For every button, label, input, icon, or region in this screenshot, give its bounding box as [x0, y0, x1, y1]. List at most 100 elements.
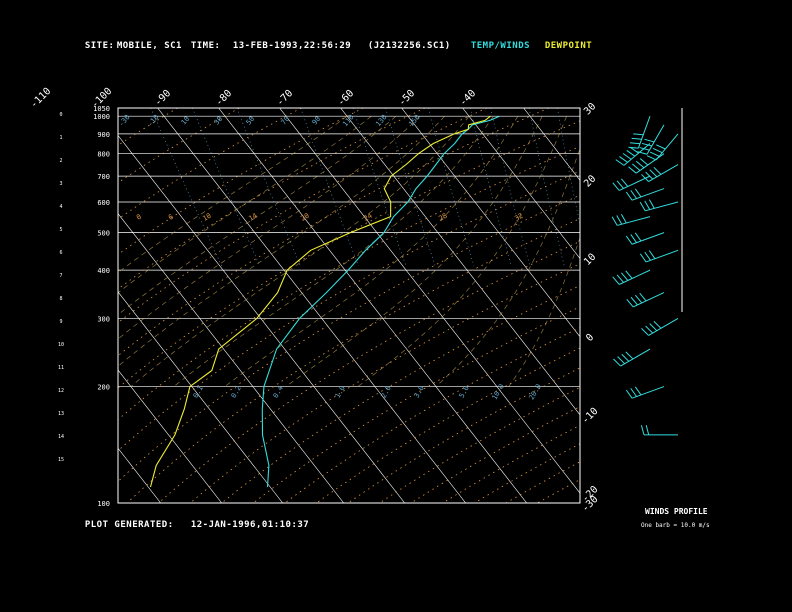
mixing-ratio-line	[300, 108, 359, 267]
height-tick-label: 4	[59, 204, 62, 210]
mixing-ratio-line	[236, 108, 301, 267]
height-tick-label: 7	[59, 273, 62, 279]
wind-barb-flag	[625, 351, 634, 360]
wind-barb-flag	[639, 253, 647, 263]
dry-adiabat-line	[474, 443, 580, 503]
isotherm-line	[707, 108, 792, 503]
isobar-label: 600	[97, 199, 110, 207]
wind-barb-staff	[646, 124, 665, 155]
isotherm-top-label: -40	[458, 88, 479, 109]
height-tick-label: 15	[58, 457, 64, 463]
wind-barb-flag	[653, 320, 662, 329]
isotherm-line	[157, 108, 466, 503]
wind-barb-flag	[616, 180, 624, 189]
moist-adiabat-label: 32	[513, 212, 524, 223]
moist-adiabat-label: 10	[201, 212, 212, 223]
isotherm-line	[523, 108, 580, 181]
isobar-label: 500	[97, 230, 110, 238]
isotherm-right-label: -10	[580, 406, 601, 427]
height-tick-label: 11	[58, 365, 64, 371]
wind-barb-flag	[645, 325, 654, 334]
isobar-label: 1000	[93, 113, 110, 121]
mixing-ratio-line	[352, 108, 407, 267]
wind-barb-flag	[611, 216, 618, 226]
moist-adiabat-label: 24	[362, 212, 373, 223]
wind-barb-staff	[655, 133, 679, 161]
mixing-ratio-line	[192, 108, 261, 267]
time-value-box: 13-FEB-1993,22:56:29	[221, 31, 351, 51]
dry-adiabat-label: 30	[213, 115, 225, 127]
dry-adiabat-label: -30	[117, 113, 131, 128]
isotherm-right-label: 10	[582, 252, 598, 268]
legend-temp-box: TEMP/WINDS	[459, 31, 530, 51]
isotherm-line	[0, 108, 100, 503]
wind-barb-staff	[631, 232, 665, 245]
moist-adiabat-label: 0	[135, 213, 143, 222]
wind-barb-flag	[613, 358, 621, 367]
dry-adiabat-line	[118, 108, 364, 256]
isobar-label: 800	[97, 151, 110, 159]
height-tick-label: 10	[58, 342, 64, 348]
dry-adiabat-label: 70	[280, 115, 292, 127]
isotherm-line	[118, 213, 344, 503]
wind-barb-flag	[632, 163, 641, 171]
file-value: (J2132256.SC1)	[367, 41, 451, 51]
isotherm-top-label: -80	[214, 88, 235, 109]
wind-barb-flag	[633, 133, 644, 136]
wind-barb-flag	[628, 166, 637, 174]
moist-adiabat-line	[130, 115, 470, 387]
height-tick-label: 8	[59, 296, 62, 302]
mixing-ratio-line	[428, 108, 475, 267]
wind-barb-flag	[625, 235, 633, 245]
isotherm-line	[118, 134, 405, 503]
plot-generated-label: PLOT GENERATED:	[84, 520, 174, 530]
wind-barb-flag	[641, 142, 652, 147]
wind-barb-flag	[628, 146, 639, 149]
isotherm-right-label: 30	[582, 101, 598, 117]
isotherm-line	[585, 108, 792, 503]
moist-adiabat-line	[508, 236, 580, 387]
dry-adiabat-line	[118, 145, 580, 421]
dry-adiabat-line	[118, 120, 580, 389]
dry-adiabat-line	[505, 461, 580, 503]
time-value: 13-FEB-1993,22:56:29	[232, 41, 352, 51]
time-label: TIME:	[190, 41, 221, 51]
height-tick-label: 2	[59, 158, 62, 164]
dry-adiabat-label: -10	[146, 113, 160, 128]
wind-barb-flag	[653, 166, 662, 175]
isotherm-top-label: -90	[153, 88, 174, 109]
wind-barb-flag	[639, 158, 649, 166]
wind-barb-flag	[630, 234, 637, 243]
height-tick-label: 1	[59, 135, 62, 141]
moist-adiabat-label: 28	[437, 212, 448, 223]
moist-adiabat-line	[118, 115, 372, 294]
wind-barb-flag	[648, 199, 655, 209]
mixing-ratio-line	[150, 108, 222, 267]
wind-barb-flag	[635, 160, 645, 169]
dry-adiabat-line	[118, 108, 426, 290]
wind-barb-flag	[644, 251, 651, 261]
height-tick-label: 9	[59, 319, 62, 325]
isotherm-top-label: -50	[397, 88, 418, 109]
wind-barb-flag	[637, 151, 648, 155]
plot-generated-value: 12-JAN-1996,01:10:37	[190, 520, 310, 530]
temperature-trace	[261, 115, 500, 488]
dry-adiabat-line	[442, 424, 580, 503]
wind-barb-flag	[622, 153, 632, 160]
mixing-ratio-label: 10.0	[491, 383, 506, 402]
wind-barb-flag	[649, 151, 660, 157]
height-tick-label: 13	[58, 411, 64, 417]
legend-dew-box: DEWPOINT	[533, 31, 592, 51]
mixing-ratio-line	[385, 108, 436, 267]
isotherm-top-label: -110	[29, 86, 54, 111]
mixing-ratio-label: 20.0	[528, 383, 543, 402]
isotherm-top-label: -70	[275, 88, 296, 109]
wind-barb-flag	[625, 270, 633, 279]
wind-barb-staff	[648, 318, 679, 336]
dry-adiabat-label: 50	[245, 115, 257, 127]
dry-adiabat-label: 110	[341, 113, 355, 128]
isobar-label: 300	[97, 315, 110, 323]
isotherm-line	[118, 447, 161, 503]
wind-barb-flag	[619, 156, 628, 163]
